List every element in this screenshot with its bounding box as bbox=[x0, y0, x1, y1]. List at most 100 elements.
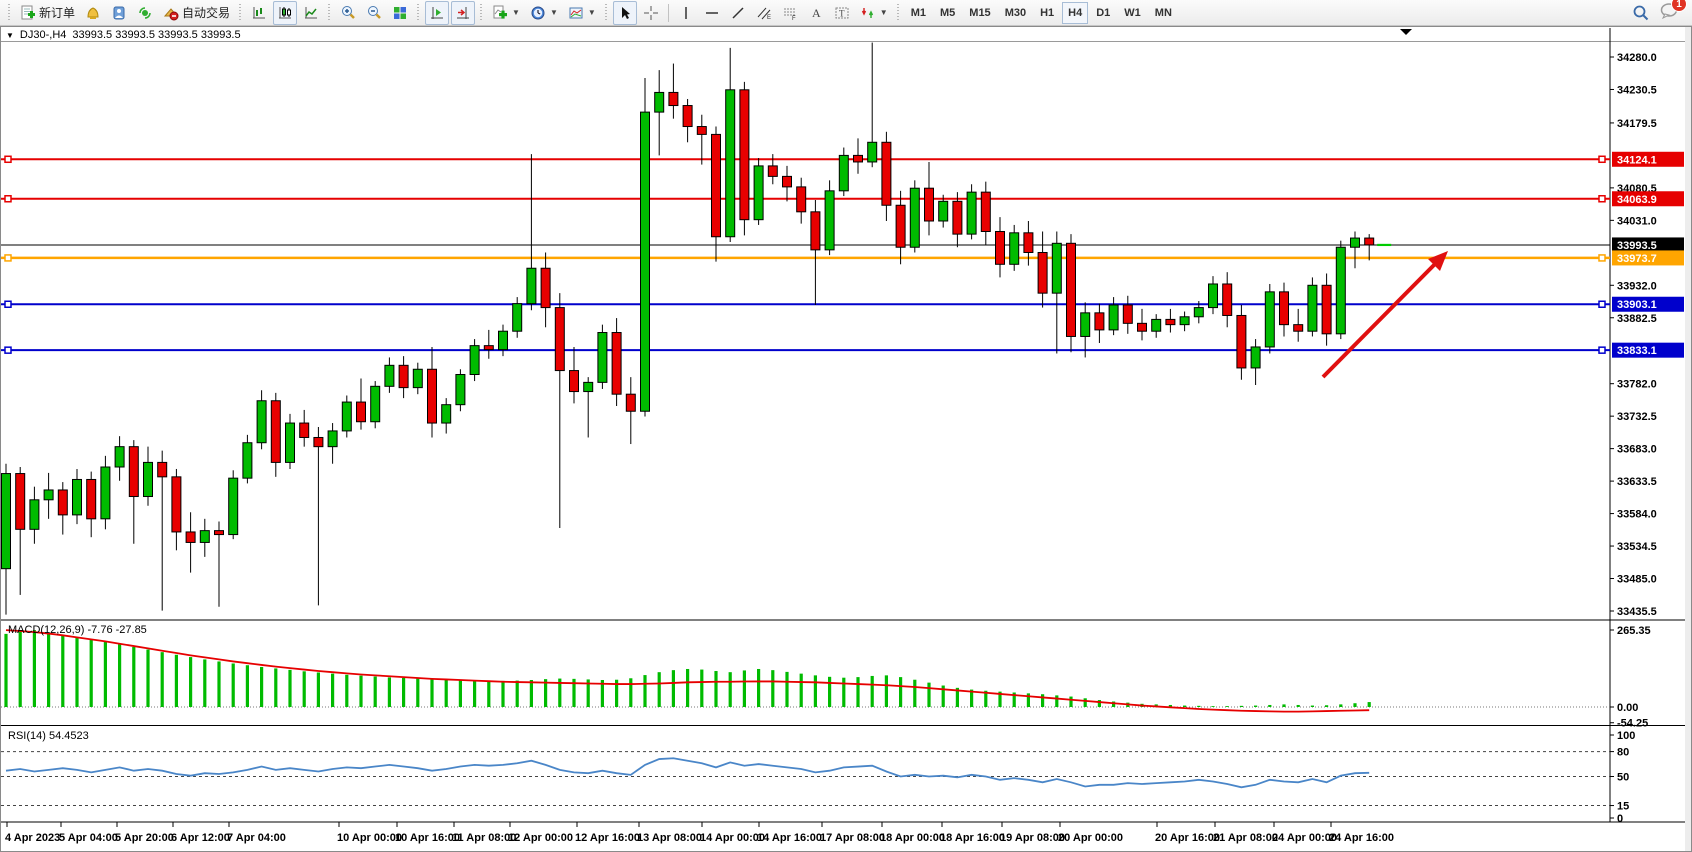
chart-menu-toggle-icon[interactable]: ▼ bbox=[6, 30, 14, 40]
timeframe-h4[interactable]: H4 bbox=[1062, 1, 1089, 24]
data-window-button[interactable] bbox=[107, 1, 131, 25]
timeframe-m1[interactable]: M1 bbox=[910, 6, 926, 19]
search-icon[interactable] bbox=[1632, 4, 1650, 22]
indicators-icon bbox=[492, 5, 508, 21]
toolbar-grip[interactable] bbox=[603, 3, 609, 22]
candle-body bbox=[1051, 242, 1062, 294]
toolbar-grip[interactable] bbox=[895, 3, 901, 22]
hline-handle[interactable] bbox=[4, 195, 12, 203]
periods-button[interactable]: ▼ bbox=[526, 1, 562, 25]
auto-scroll-icon bbox=[429, 5, 445, 21]
timeframe-h1[interactable]: H1 bbox=[1040, 6, 1055, 19]
rsi-scale-label: 80 bbox=[1617, 747, 1629, 759]
new-order-button[interactable]: 新订单 bbox=[16, 1, 79, 25]
svg-text:T: T bbox=[839, 8, 845, 18]
crosshair-button[interactable] bbox=[639, 1, 663, 25]
candle-body bbox=[1037, 251, 1048, 294]
navigator-button[interactable] bbox=[133, 1, 157, 25]
hline-handle[interactable] bbox=[4, 155, 12, 164]
hline-handle[interactable] bbox=[1598, 254, 1606, 262]
price-tick-label: 33485.0 bbox=[1617, 574, 1657, 586]
notifications-button[interactable]: 1 bbox=[1660, 0, 1687, 23]
timeframe-m15[interactable]: M15 bbox=[969, 6, 991, 19]
macd-values: -7.76 -27.85 bbox=[87, 624, 147, 636]
svg-text:A: A bbox=[812, 6, 821, 20]
candle-body bbox=[86, 478, 97, 520]
trendline-button[interactable] bbox=[726, 1, 750, 25]
price-tick-label: 33633.5 bbox=[1617, 476, 1657, 488]
time-label: 20 Apr 16:00 bbox=[1155, 832, 1220, 844]
candle-body bbox=[1179, 316, 1190, 326]
macd-scale-label: -54.25 bbox=[1617, 718, 1648, 730]
cursor-button[interactable] bbox=[612, 0, 637, 25]
tile-windows-button[interactable] bbox=[388, 1, 412, 25]
hline-handle[interactable] bbox=[1598, 300, 1606, 308]
candle-body bbox=[1208, 283, 1218, 309]
auto-trading-icon bbox=[163, 5, 179, 21]
timeframe-d1[interactable]: D1 bbox=[1096, 6, 1111, 19]
market-watch-button[interactable] bbox=[81, 1, 105, 25]
rsi-scale-label: 50 bbox=[1617, 772, 1629, 784]
trend-arrow-head[interactable] bbox=[1428, 251, 1448, 271]
trend-arrow-line[interactable] bbox=[1321, 261, 1438, 379]
zoom-out-button[interactable] bbox=[362, 1, 386, 25]
price-badge bbox=[1612, 250, 1684, 266]
indicators-button[interactable]: ▼ bbox=[488, 1, 524, 25]
timeframe-m5[interactable]: M5 bbox=[940, 6, 956, 19]
chart-top-marker-icon[interactable] bbox=[1400, 29, 1412, 35]
data-window-icon bbox=[111, 5, 127, 21]
hline-handle[interactable] bbox=[1598, 195, 1606, 203]
chart-shift-button[interactable] bbox=[451, 0, 476, 25]
candle-body bbox=[867, 141, 878, 163]
text-button[interactable]: A bbox=[804, 1, 828, 25]
candle-body bbox=[625, 393, 636, 412]
fibonacci-button[interactable]: F bbox=[778, 1, 802, 25]
candle-body bbox=[1279, 291, 1289, 326]
zoom-in-button[interactable] bbox=[336, 1, 360, 25]
vertical-line-button[interactable] bbox=[674, 1, 698, 25]
time-label: 5 Apr 04:00 bbox=[59, 832, 118, 844]
auto-trading-label: 自动交易 bbox=[182, 6, 231, 20]
hline-handle[interactable] bbox=[4, 300, 12, 308]
candle-body bbox=[1321, 284, 1332, 335]
time-label: 18 Apr 00:00 bbox=[880, 832, 945, 844]
timeframe-w1[interactable]: W1 bbox=[1124, 6, 1141, 19]
templates-button[interactable]: ▼ bbox=[564, 1, 600, 25]
text-label-button[interactable]: T bbox=[830, 1, 854, 25]
candle-body bbox=[1350, 237, 1360, 248]
arrows-button[interactable]: ▼ bbox=[856, 1, 892, 25]
macd-signal-line bbox=[5, 629, 1370, 713]
timeframe-m30[interactable]: M30 bbox=[1004, 6, 1027, 19]
candle-body bbox=[199, 530, 210, 543]
candle-body bbox=[29, 499, 40, 530]
toolbar-grip[interactable] bbox=[416, 3, 422, 22]
hline-handle[interactable] bbox=[1598, 155, 1606, 164]
line-chart-button[interactable] bbox=[299, 1, 323, 25]
auto-trading-button[interactable]: 自动交易 bbox=[159, 1, 234, 25]
tile-windows-icon bbox=[392, 5, 408, 21]
candle-body bbox=[1122, 304, 1133, 324]
equidistant-channel-button[interactable]: E bbox=[752, 1, 776, 25]
hline-handle[interactable] bbox=[4, 254, 12, 262]
toolbar-grip[interactable] bbox=[479, 3, 485, 22]
candle-body bbox=[370, 385, 381, 423]
candle-body bbox=[242, 442, 253, 479]
hline-handle[interactable] bbox=[4, 346, 12, 354]
bar-chart-icon bbox=[251, 5, 267, 21]
price-tick-label: 33932.0 bbox=[1617, 280, 1657, 292]
auto-scroll-button[interactable] bbox=[425, 0, 450, 25]
toolbar-grip[interactable] bbox=[7, 3, 12, 22]
bar-chart-button[interactable] bbox=[247, 1, 271, 25]
price-tick-label: 34031.0 bbox=[1617, 215, 1657, 227]
timeframe-mn[interactable]: MN bbox=[1154, 6, 1172, 19]
svg-text:E: E bbox=[767, 15, 771, 21]
toolbar-grip[interactable] bbox=[327, 3, 333, 22]
rsi-label: RSI(14) 54.4523 bbox=[8, 730, 89, 742]
timeframe-group: M1 M5 M15 M30 H1 H4 D1 W1 MN bbox=[904, 1, 1179, 24]
candlestick-chart-button[interactable] bbox=[273, 0, 298, 25]
rsi-line bbox=[5, 757, 1370, 789]
candle-body bbox=[285, 422, 295, 463]
horizontal-line-button[interactable] bbox=[700, 1, 724, 25]
hline-handle[interactable] bbox=[1598, 346, 1606, 354]
toolbar-grip[interactable] bbox=[238, 3, 244, 22]
